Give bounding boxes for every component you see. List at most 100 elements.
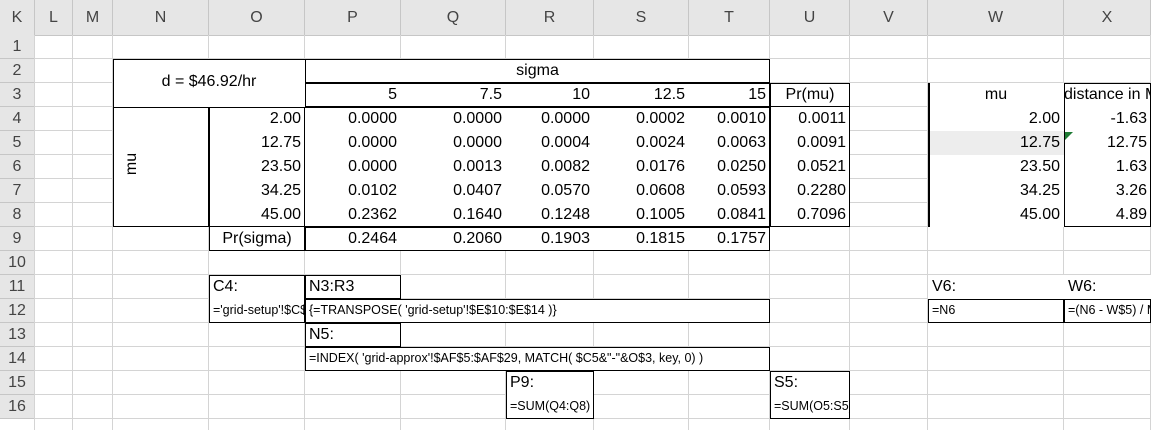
probability-cell[interactable]: 0.0000 xyxy=(305,107,401,131)
row-header-11[interactable]: 11 xyxy=(0,275,35,299)
column-header-m[interactable]: M xyxy=(73,0,113,35)
column-header-u[interactable]: U xyxy=(770,0,850,35)
right-table-header[interactable]: mu xyxy=(928,83,1064,107)
pr-sigma-value[interactable]: 0.1757 xyxy=(689,227,770,251)
sigma-header[interactable]: sigma xyxy=(305,59,770,83)
column-header-t[interactable]: T xyxy=(689,0,770,35)
right-table-cell[interactable]: 1.63 xyxy=(1064,155,1151,179)
pr-sigma-value[interactable]: 0.1903 xyxy=(506,227,594,251)
row-header-14[interactable]: 14 xyxy=(0,347,35,371)
probability-cell[interactable]: 0.0250 xyxy=(689,155,770,179)
pr-sigma-label[interactable]: Pr(sigma) xyxy=(209,227,305,251)
row-header-15[interactable]: 15 xyxy=(0,371,35,395)
probability-cell[interactable]: 0.0000 xyxy=(401,131,506,155)
probability-cell[interactable]: 0.0000 xyxy=(305,155,401,179)
probability-cell[interactable]: 0.0407 xyxy=(401,179,506,203)
column-header-l[interactable]: L xyxy=(35,0,73,35)
column-header-w[interactable]: W xyxy=(928,0,1064,35)
column-header-k[interactable]: K xyxy=(0,0,35,35)
pr-mu-value[interactable]: 0.0521 xyxy=(770,155,850,179)
mu-value[interactable]: 34.25 xyxy=(209,179,305,203)
probability-cell[interactable]: 0.0841 xyxy=(689,203,770,227)
mu-value[interactable]: 23.50 xyxy=(209,155,305,179)
probability-cell[interactable]: 0.0013 xyxy=(401,155,506,179)
sigma-value[interactable]: 15 xyxy=(689,83,770,107)
sigma-value[interactable]: 7.5 xyxy=(401,83,506,107)
note-label-v6[interactable]: V6: xyxy=(928,275,1064,299)
probability-cell[interactable]: 0.0010 xyxy=(689,107,770,131)
probability-cell[interactable]: 0.0063 xyxy=(689,131,770,155)
probability-cell[interactable]: 0.0000 xyxy=(305,131,401,155)
probability-cell[interactable]: 0.0004 xyxy=(506,131,594,155)
pr-mu-value[interactable]: 0.0091 xyxy=(770,131,850,155)
sigma-value[interactable]: 10 xyxy=(506,83,594,107)
note-formula-v6[interactable]: =N6 xyxy=(928,299,1064,323)
probability-cell[interactable]: 0.0593 xyxy=(689,179,770,203)
note-label-s5[interactable]: S5: xyxy=(770,371,850,395)
right-table-cell[interactable]: 2.00 xyxy=(928,107,1064,131)
error-indicator-icon[interactable] xyxy=(1065,132,1073,140)
pr-mu-value[interactable]: 0.7096 xyxy=(770,203,850,227)
mu-value[interactable]: 12.75 xyxy=(209,131,305,155)
row-header-2[interactable]: 2 xyxy=(0,59,35,83)
right-table-cell[interactable]: 12.75 xyxy=(1064,131,1151,155)
right-table-cell[interactable]: 4.89 xyxy=(1064,203,1151,227)
probability-cell[interactable]: 0.2362 xyxy=(305,203,401,227)
probability-cell[interactable]: 0.0002 xyxy=(594,107,689,131)
note-label-n3r3[interactable]: N3:R3 xyxy=(305,275,401,299)
right-table-cell[interactable]: 23.50 xyxy=(928,155,1064,179)
pr-mu-value[interactable]: 0.2280 xyxy=(770,179,850,203)
row-header-5[interactable]: 5 xyxy=(0,131,35,155)
right-table-header[interactable]: distance in MAD xyxy=(1064,83,1151,107)
probability-cell[interactable]: 0.1640 xyxy=(401,203,506,227)
probability-cell[interactable]: 0.0000 xyxy=(506,107,594,131)
probability-cell[interactable]: 0.0102 xyxy=(305,179,401,203)
note-label-c4[interactable]: C4: xyxy=(209,275,305,299)
probability-cell[interactable]: 0.0570 xyxy=(506,179,594,203)
column-header-v[interactable]: V xyxy=(850,0,928,35)
column-header-s[interactable]: S xyxy=(594,0,689,35)
pr-mu-header[interactable]: Pr(mu) xyxy=(770,83,850,107)
probability-cell[interactable]: 0.0176 xyxy=(594,155,689,179)
row-header-3[interactable]: 3 xyxy=(0,83,35,107)
column-header-q[interactable]: Q xyxy=(401,0,506,35)
note-label-w6[interactable]: W6: xyxy=(1064,275,1151,299)
note-formula-n5[interactable]: =INDEX( 'grid-approx'!$AF$5:$AF$29, MATC… xyxy=(305,347,770,371)
probability-cell[interactable]: 0.0024 xyxy=(594,131,689,155)
sigma-value[interactable]: 5 xyxy=(305,83,401,107)
column-header-o[interactable]: O xyxy=(209,0,305,35)
select-all-corner[interactable] xyxy=(0,0,35,35)
mu-axis-cell[interactable]: mu xyxy=(113,107,209,227)
note-formula-w6[interactable]: =(N6 - W$5) / MAD xyxy=(1064,299,1151,323)
row-header-13[interactable]: 13 xyxy=(0,323,35,347)
right-table-cell[interactable]: -1.63 xyxy=(1064,107,1151,131)
sigma-value[interactable]: 12.5 xyxy=(594,83,689,107)
mu-value[interactable]: 2.00 xyxy=(209,107,305,131)
mu-value[interactable]: 45.00 xyxy=(209,203,305,227)
note-label-n5[interactable]: N5: xyxy=(305,323,401,347)
pr-sigma-value[interactable]: 0.2464 xyxy=(305,227,401,251)
column-header-x[interactable]: X xyxy=(1064,0,1151,35)
row-header-9[interactable]: 9 xyxy=(0,227,35,251)
right-table-cell[interactable]: 45.00 xyxy=(928,203,1064,227)
note-formula-c4[interactable]: ='grid-setup'!$C$5 xyxy=(209,299,305,323)
probability-cell[interactable]: 0.1248 xyxy=(506,203,594,227)
probability-cell[interactable]: 0.0608 xyxy=(594,179,689,203)
pr-sigma-value[interactable]: 0.1815 xyxy=(594,227,689,251)
column-header-n[interactable]: N xyxy=(113,0,209,35)
pr-sigma-value[interactable]: 0.2060 xyxy=(401,227,506,251)
probability-cell[interactable]: 0.1005 xyxy=(594,203,689,227)
note-label-p9[interactable]: P9: xyxy=(506,371,594,395)
row-header-1[interactable]: 1 xyxy=(0,35,35,59)
note-formula-p9[interactable]: =SUM(Q4:Q8) xyxy=(506,395,594,419)
pr-mu-value[interactable]: 0.0011 xyxy=(770,107,850,131)
table-title[interactable]: d = $46.92/hr xyxy=(113,59,305,107)
right-table-cell[interactable]: 12.75 xyxy=(928,131,1064,155)
probability-cell[interactable]: 0.0000 xyxy=(401,107,506,131)
row-header-10[interactable]: 10 xyxy=(0,251,35,275)
probability-cell[interactable]: 0.0082 xyxy=(506,155,594,179)
column-header-p[interactable]: P xyxy=(305,0,401,35)
column-header-r[interactable]: R xyxy=(506,0,594,35)
right-table-cell[interactable]: 3.26 xyxy=(1064,179,1151,203)
